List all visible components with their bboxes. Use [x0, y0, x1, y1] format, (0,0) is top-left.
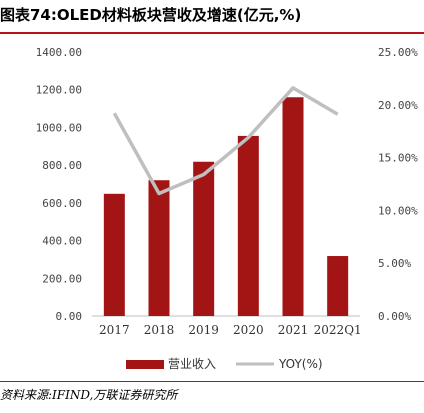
x-axis-categories: 2017 2018 2019 2020 2021 2022Q1: [99, 323, 362, 337]
legend: 营业收入 YOY(%): [126, 357, 323, 371]
category-label: 2021: [278, 323, 309, 337]
left-tick-label: 0.00: [56, 310, 83, 323]
category-label: 2022Q1: [314, 323, 362, 337]
legend-swatch-revenue: [126, 360, 164, 369]
right-tick-label: 10.00%: [378, 204, 418, 217]
revenue-bar: [282, 97, 304, 316]
left-tick-label: 200.00: [42, 272, 82, 285]
left-tick-label: 1000.00: [36, 121, 82, 134]
left-tick-label: 1400.00: [36, 46, 82, 59]
chart-area: 0.00 200.00 400.00 600.00 800.00 1000.00 1200.…: [36, 46, 418, 371]
legend-label-yoy: YOY(%): [278, 357, 323, 371]
revenue-bar: [103, 193, 125, 316]
source-note: 资料来源:IFIND,万联证券研究所: [0, 388, 178, 402]
left-axis-ticks: 0.00 200.00 400.00 600.00 800.00 1000.00 1200.…: [36, 46, 82, 323]
right-tick-label: 25.00%: [378, 46, 418, 59]
revenue-bar: [148, 180, 170, 316]
left-tick-label: 600.00: [42, 197, 82, 210]
right-tick-label: 15.00%: [378, 152, 418, 165]
category-label: 2017: [99, 323, 130, 337]
right-tick-label: 20.00%: [378, 99, 418, 112]
revenue-bar: [237, 135, 259, 316]
left-tick-label: 400.00: [42, 235, 82, 248]
left-tick-label: 800.00: [42, 159, 82, 172]
left-tick-label: 1200.00: [36, 84, 82, 97]
right-axis-ticks: 0.00% 5.00% 10.00% 15.00% 20.00% 25.00%: [378, 46, 418, 323]
category-label: 2020: [233, 323, 264, 337]
revenue-bar: [193, 161, 215, 316]
legend-label-revenue: 营业收入: [168, 357, 216, 371]
footer-rule: [0, 381, 424, 382]
right-tick-label: 0.00%: [378, 310, 411, 323]
chart-title: 图表74:OLED材料板块营收及增速(亿元,%): [0, 6, 302, 24]
category-label: 2018: [144, 323, 175, 337]
revenue-bar: [327, 256, 349, 316]
right-tick-label: 5.00%: [378, 257, 411, 270]
category-label: 2019: [188, 323, 219, 337]
title-rule: [0, 32, 424, 34]
revenue-bars: [103, 97, 349, 316]
yoy-series-line: [112, 86, 339, 196]
